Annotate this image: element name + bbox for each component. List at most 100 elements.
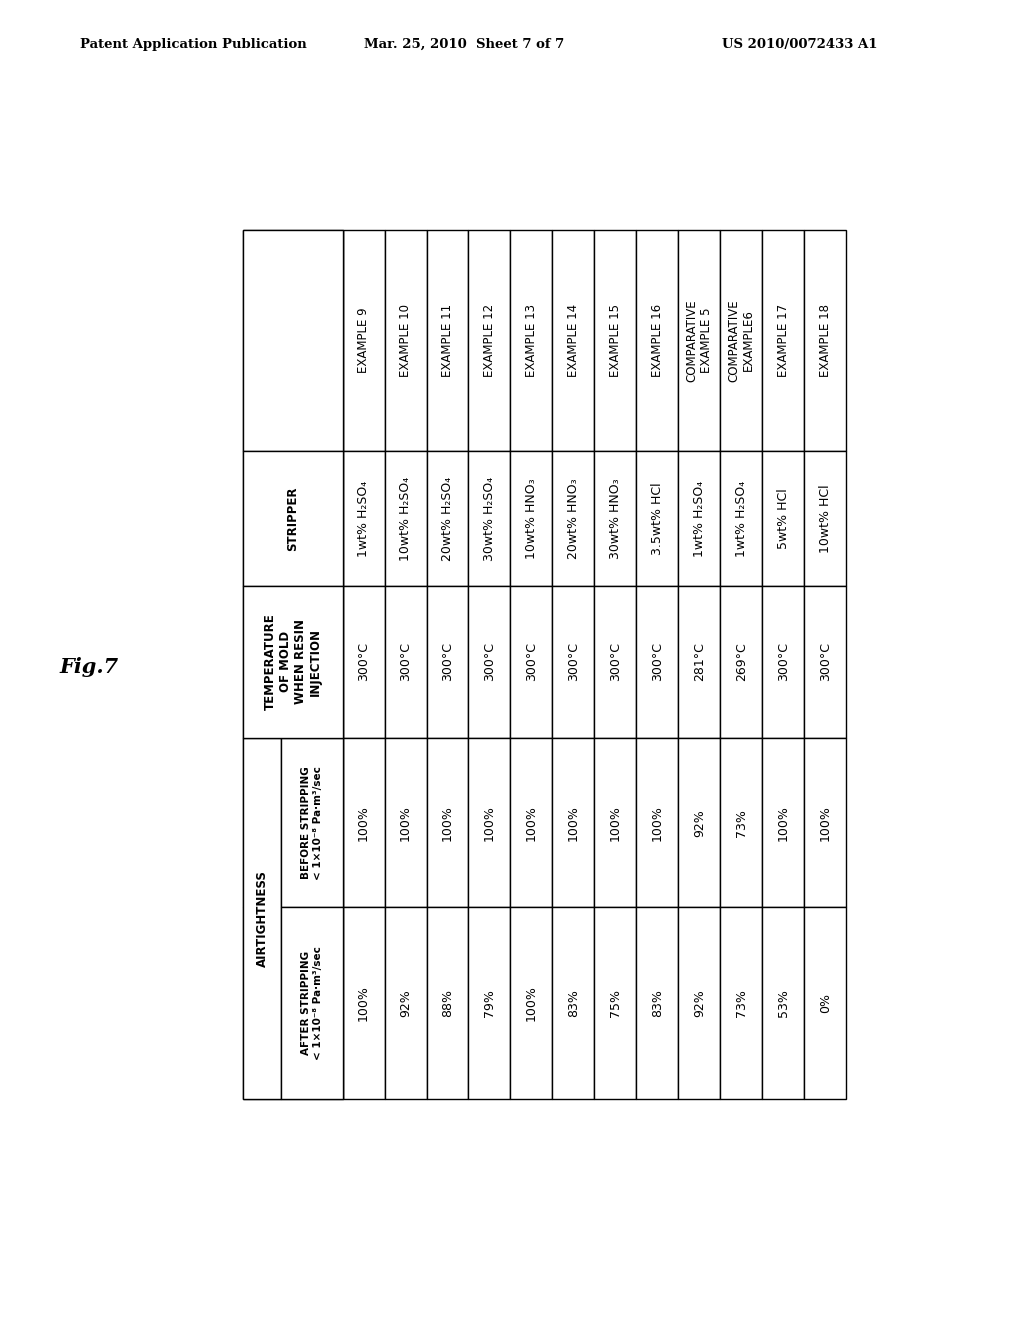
Text: 100%: 100% — [819, 805, 831, 841]
Text: EXAMPLE 13: EXAMPLE 13 — [525, 304, 538, 376]
Bar — [552, 451, 594, 586]
Bar — [594, 451, 636, 586]
Text: 100%: 100% — [357, 805, 370, 841]
Bar — [762, 451, 804, 586]
Text: 281°C: 281°C — [693, 643, 706, 681]
Bar — [510, 907, 552, 1098]
Text: COMPARATIVE
EXAMPLE6: COMPARATIVE EXAMPLE6 — [727, 300, 756, 381]
Text: 300°C: 300°C — [357, 643, 370, 681]
Bar — [343, 230, 385, 451]
Bar — [636, 907, 678, 1098]
Text: 300°C: 300°C — [819, 643, 831, 681]
Text: 100%: 100% — [483, 805, 496, 841]
Text: 1wt% H₂SO₄: 1wt% H₂SO₄ — [357, 480, 370, 557]
Bar — [636, 738, 678, 907]
Text: 100%: 100% — [525, 805, 538, 841]
Text: 10wt% HCl: 10wt% HCl — [819, 484, 831, 553]
Bar — [762, 907, 804, 1098]
Text: 83%: 83% — [651, 989, 664, 1016]
Text: AIRTIGHTNESS: AIRTIGHTNESS — [255, 870, 268, 966]
Text: EXAMPLE 14: EXAMPLE 14 — [567, 304, 580, 378]
Text: Patent Application Publication: Patent Application Publication — [80, 37, 306, 50]
Text: EXAMPLE 16: EXAMPLE 16 — [651, 304, 664, 378]
Text: 83%: 83% — [567, 989, 580, 1016]
Bar — [469, 586, 510, 738]
Text: 100%: 100% — [777, 805, 790, 841]
Bar — [678, 586, 720, 738]
Bar — [594, 738, 636, 907]
Text: COMPARATIVE
EXAMPLE 5: COMPARATIVE EXAMPLE 5 — [685, 300, 714, 381]
Text: 269°C: 269°C — [735, 643, 748, 681]
Text: 300°C: 300°C — [651, 643, 664, 681]
Bar — [678, 451, 720, 586]
Text: Mar. 25, 2010  Sheet 7 of 7: Mar. 25, 2010 Sheet 7 of 7 — [364, 37, 564, 50]
Bar — [804, 907, 846, 1098]
Bar — [469, 738, 510, 907]
Text: BEFORE STRIPPING
< 1×10⁻⁸ Pa·m³/sec: BEFORE STRIPPING < 1×10⁻⁸ Pa·m³/sec — [301, 766, 323, 879]
Bar — [427, 738, 469, 907]
Bar — [385, 451, 427, 586]
Text: 300°C: 300°C — [399, 643, 412, 681]
Text: US 2010/0072433 A1: US 2010/0072433 A1 — [722, 37, 878, 50]
Bar — [762, 738, 804, 907]
Text: 79%: 79% — [483, 989, 496, 1016]
Bar — [385, 738, 427, 907]
Bar — [243, 586, 343, 738]
Bar — [510, 230, 552, 451]
Text: STRIPPER: STRIPPER — [287, 486, 299, 550]
Text: 100%: 100% — [441, 805, 454, 841]
Bar — [243, 451, 343, 586]
Bar — [636, 230, 678, 451]
Bar — [678, 907, 720, 1098]
Bar — [281, 738, 343, 907]
Text: 10wt% HNO₃: 10wt% HNO₃ — [525, 478, 538, 558]
Text: 300°C: 300°C — [441, 643, 454, 681]
Text: 75%: 75% — [609, 989, 622, 1016]
Bar — [510, 451, 552, 586]
Bar — [243, 451, 343, 586]
Text: 100%: 100% — [651, 805, 664, 841]
Bar — [804, 586, 846, 738]
Text: 1wt% H₂SO₄: 1wt% H₂SO₄ — [693, 480, 706, 557]
Bar — [343, 451, 385, 586]
Text: 30wt% H₂SO₄: 30wt% H₂SO₄ — [483, 477, 496, 561]
Text: Fig.7: Fig.7 — [59, 656, 119, 677]
Bar — [594, 907, 636, 1098]
Bar — [678, 230, 720, 451]
Text: AFTER STRIPPING
< 1×10⁻⁸ Pa·m³/sec: AFTER STRIPPING < 1×10⁻⁸ Pa·m³/sec — [301, 946, 323, 1060]
Bar — [762, 230, 804, 451]
Text: 73%: 73% — [735, 809, 748, 837]
Text: EXAMPLE 18: EXAMPLE 18 — [819, 304, 831, 376]
Bar — [243, 738, 281, 1098]
Text: 100%: 100% — [357, 985, 370, 1020]
Bar — [552, 586, 594, 738]
Bar — [469, 451, 510, 586]
Bar — [720, 738, 762, 907]
Text: 3.5wt% HCl: 3.5wt% HCl — [651, 482, 664, 554]
Text: 92%: 92% — [399, 989, 412, 1016]
Bar — [762, 586, 804, 738]
Bar — [469, 907, 510, 1098]
Bar — [243, 230, 343, 451]
Bar — [385, 230, 427, 451]
Bar — [636, 451, 678, 586]
Text: 92%: 92% — [693, 809, 706, 837]
Bar — [552, 907, 594, 1098]
Bar — [594, 586, 636, 738]
Text: 5wt% HCl: 5wt% HCl — [777, 488, 790, 549]
Bar — [552, 738, 594, 907]
Text: 100%: 100% — [609, 805, 622, 841]
Bar — [281, 907, 343, 1098]
Bar — [594, 230, 636, 451]
Text: 300°C: 300°C — [483, 643, 496, 681]
Text: 73%: 73% — [735, 989, 748, 1016]
Text: EXAMPLE 17: EXAMPLE 17 — [777, 304, 790, 378]
Text: 300°C: 300°C — [567, 643, 580, 681]
Bar — [427, 907, 469, 1098]
Text: 10wt% H₂SO₄: 10wt% H₂SO₄ — [399, 477, 412, 561]
Bar — [720, 451, 762, 586]
Bar — [427, 451, 469, 586]
Text: EXAMPLE 15: EXAMPLE 15 — [609, 304, 622, 376]
Text: 100%: 100% — [567, 805, 580, 841]
Text: 20wt% HNO₃: 20wt% HNO₃ — [567, 478, 580, 558]
